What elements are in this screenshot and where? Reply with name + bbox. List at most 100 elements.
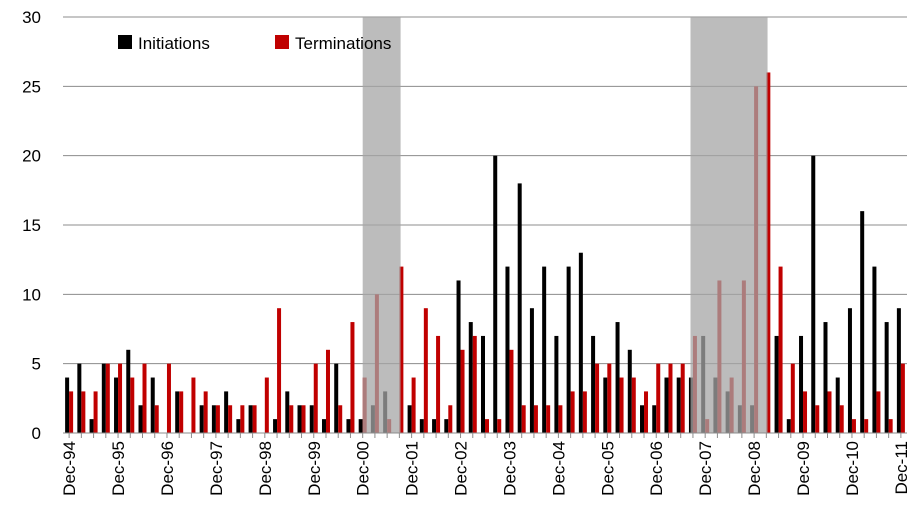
bar: [399, 266, 404, 433]
bar: [640, 405, 645, 433]
bar: [89, 419, 94, 433]
bar: [142, 363, 147, 433]
x-tick-label: Dec-98: [256, 441, 275, 496]
bar: [301, 405, 306, 433]
x-tick-label: Dec-97: [207, 441, 226, 496]
bar: [358, 419, 363, 433]
bar: [815, 405, 820, 433]
x-tick-label: Dec-01: [403, 441, 422, 496]
x-tick-label: Dec-03: [500, 441, 519, 496]
x-tick-label: Dec-00: [354, 441, 373, 496]
bar: [591, 335, 596, 433]
bar: [138, 405, 143, 433]
x-tick-label: Dec-05: [598, 441, 617, 496]
bar: [558, 405, 563, 433]
bar: [273, 419, 278, 433]
bar: [656, 363, 661, 433]
bar: [472, 335, 477, 433]
bar: [309, 405, 314, 433]
bar: [77, 363, 82, 433]
bar: [236, 419, 241, 433]
bar: [313, 363, 318, 433]
bar: [872, 266, 877, 433]
bar: [179, 391, 184, 433]
bar: [851, 419, 856, 433]
bar: [676, 377, 681, 433]
bar: [448, 405, 453, 433]
bar: [248, 405, 253, 433]
bar: [631, 377, 636, 433]
bar: [595, 363, 600, 433]
x-tick-label: Dec-02: [452, 441, 471, 496]
bar: [505, 266, 510, 433]
bar: [888, 419, 893, 433]
bar: [493, 155, 498, 433]
bar: [166, 363, 171, 433]
bar: [460, 349, 465, 433]
bar: [285, 391, 290, 433]
bar: [240, 405, 245, 433]
y-tick-label: 15: [22, 216, 41, 235]
bar: [411, 377, 416, 433]
bar: [554, 335, 559, 433]
y-tick-label: 10: [22, 285, 41, 304]
bar: [321, 419, 326, 433]
legend-swatch: [275, 35, 289, 49]
y-tick-label: 20: [22, 147, 41, 166]
x-tick-label: Dec-94: [60, 441, 79, 496]
bar: [154, 405, 159, 433]
y-tick-label: 0: [32, 424, 41, 443]
bar: [607, 363, 612, 433]
bar: [900, 363, 905, 433]
bar: [570, 391, 575, 433]
bar: [264, 377, 269, 433]
bar: [350, 322, 355, 433]
bar: [277, 308, 282, 433]
bar: [533, 405, 538, 433]
bar: [481, 335, 485, 433]
bar: [105, 363, 110, 433]
bar: [876, 391, 881, 433]
bar: [334, 363, 339, 433]
bar: [325, 349, 330, 433]
bar: [823, 322, 828, 433]
bar: [668, 363, 673, 433]
bar: [509, 349, 514, 433]
bar: [827, 391, 832, 433]
x-tick-label: Dec-07: [696, 441, 715, 496]
bar: [799, 335, 804, 433]
bar: [126, 349, 131, 433]
shaded-period: [690, 17, 768, 433]
bar: [419, 419, 424, 433]
x-tick-label: Dec-96: [158, 441, 177, 496]
bar: [69, 391, 74, 433]
bar: [228, 405, 233, 433]
bar: [803, 391, 808, 433]
bar: [615, 322, 620, 433]
bar: [578, 252, 583, 433]
bar: [778, 266, 783, 433]
bar: [130, 377, 135, 433]
bar: [860, 211, 865, 433]
bar: [864, 419, 869, 433]
bar: [468, 322, 473, 433]
x-tick-label: Dec-06: [647, 441, 666, 496]
bar: [835, 377, 840, 433]
bar: [203, 391, 208, 433]
x-tick-label: Dec-95: [109, 441, 128, 496]
x-tick-label: Dec-10: [843, 441, 862, 496]
bar: [603, 377, 608, 433]
legend-label: Initiations: [138, 34, 210, 53]
bar: [896, 308, 901, 433]
bar: [680, 363, 685, 433]
bar: [456, 280, 461, 433]
bar: [566, 266, 571, 433]
bar: [774, 335, 779, 433]
x-tick-label: Dec-08: [745, 441, 764, 496]
bar: [811, 155, 816, 433]
bar: [839, 405, 844, 433]
bar: [786, 419, 791, 433]
bar: [766, 72, 771, 433]
bar: [497, 419, 502, 433]
bar: [407, 405, 412, 433]
